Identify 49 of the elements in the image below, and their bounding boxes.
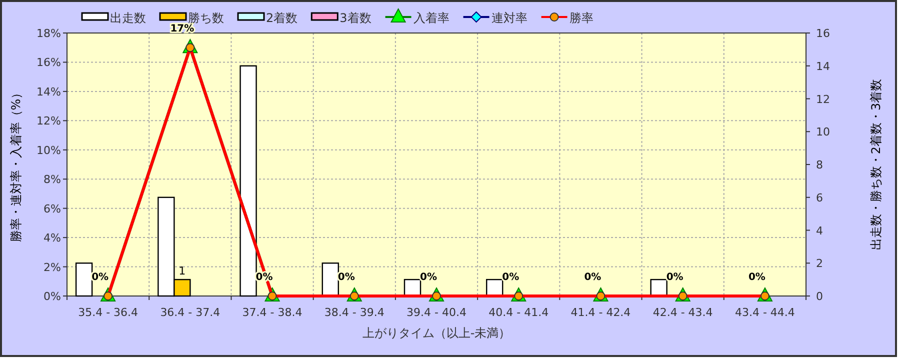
勝ち数: 1 <box>174 264 191 297</box>
x-tick-label: 38.4 - 39.4 <box>324 306 384 319</box>
data-label: 0% <box>502 272 520 283</box>
y-tick-label: 6% <box>44 202 61 216</box>
y2-tick-label: 16 <box>816 27 830 40</box>
bar <box>75 262 93 297</box>
y2-tick-label: 10 <box>816 126 830 139</box>
legend-label: 出走数 <box>110 11 146 25</box>
y2-tick-label: 8 <box>816 158 823 172</box>
y-tick-label: 4% <box>44 232 61 245</box>
y-tick-label: 14% <box>36 85 61 98</box>
y-tick-label: 10% <box>36 144 61 157</box>
x-tick-label: 40.4 - 41.4 <box>488 306 549 319</box>
y2-tick-label: 0 <box>816 290 823 303</box>
x-axis-title: 上がりタイム（以上-未満） <box>362 326 511 340</box>
y-axis-title: 勝率・連対率・入着率（%） <box>9 86 23 242</box>
data-label: 0% <box>420 272 437 283</box>
bar <box>240 65 257 297</box>
bar <box>158 196 175 297</box>
y2-axis-title: 出走数・勝ち数・2着数・3着数 <box>869 78 883 250</box>
x-tick-label: 39.4 - 40.4 <box>406 306 466 319</box>
y-tick-label: 2% <box>44 260 61 274</box>
x-tick-label: 37.4 - 38.4 <box>242 306 302 319</box>
data-label: 1 <box>178 264 186 278</box>
y2-tick-label: 6 <box>816 191 823 204</box>
x-tick-label: 41.4 - 42.4 <box>570 306 631 319</box>
y-tick-label: 18% <box>36 27 61 40</box>
data-label: 0% <box>584 272 602 283</box>
y2-tick-label: 2 <box>816 257 823 270</box>
y2-tick-label: 4 <box>816 224 823 238</box>
legend-label: 勝ち数 <box>188 11 224 25</box>
y2-tick-label: 14 <box>816 60 830 73</box>
y-tick-label: 0% <box>44 290 61 303</box>
legend-label: 勝率 <box>569 11 594 25</box>
data-label: 0% <box>666 272 684 283</box>
x-tick-label: 36.4 - 37.4 <box>160 306 220 319</box>
x-tick-label: 35.4 - 36.4 <box>78 306 138 319</box>
legend-label: 入着率 <box>413 11 450 25</box>
y-tick-label: 8% <box>44 173 61 186</box>
legend-label: 2着数 <box>266 11 298 25</box>
legend-label: 連対率 <box>491 11 528 25</box>
legend-label: 3着数 <box>340 11 372 25</box>
x-tick-label: 42.4 - 43.4 <box>652 306 713 319</box>
x-tick-label: 43.4 - 44.4 <box>734 306 795 319</box>
y2-tick-label: 12 <box>816 92 830 106</box>
y-tick-label: 12% <box>36 114 61 128</box>
y-tick-label: 16% <box>36 56 61 70</box>
data-label: 0% <box>748 272 766 283</box>
data-label: 17% <box>170 24 194 35</box>
